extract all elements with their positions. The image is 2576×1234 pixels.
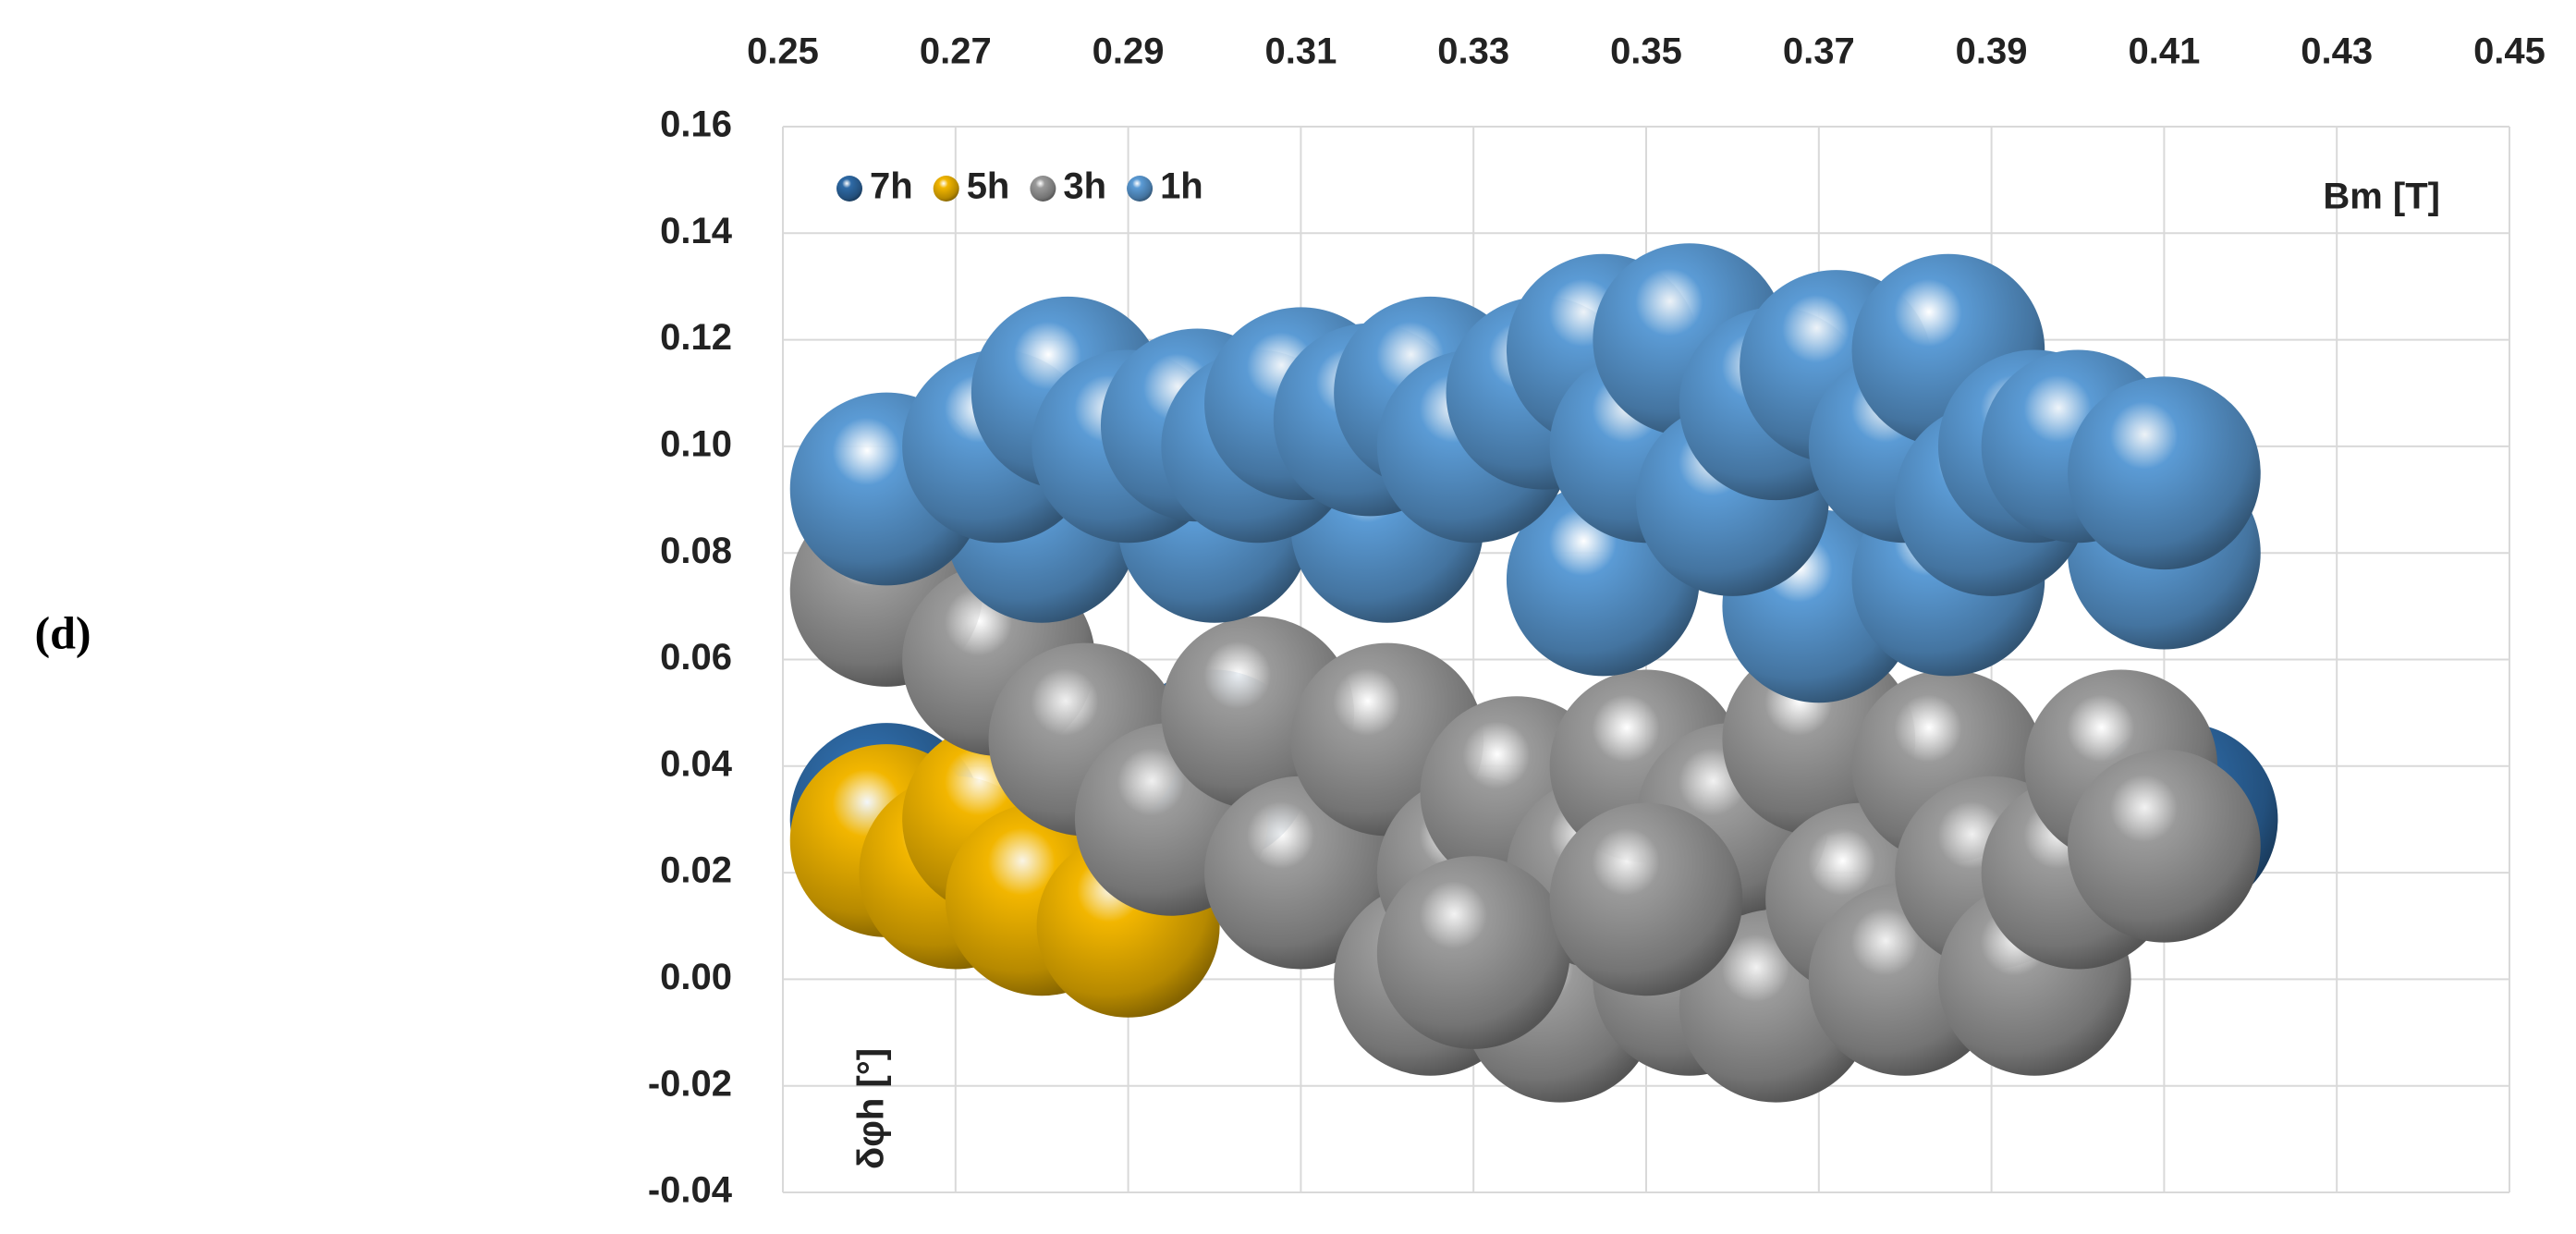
y-tick-label: 0.10 <box>660 423 732 464</box>
x-tick-label: 0.33 <box>1437 31 1509 72</box>
x-tick-label: 0.45 <box>2473 31 2545 72</box>
y-tick-label: 0.16 <box>660 104 732 145</box>
legend-label: 3h <box>1063 166 1106 207</box>
panel-label: (d) <box>34 606 91 658</box>
legend-label: 5h <box>967 166 1010 207</box>
bubble <box>1549 802 1743 996</box>
x-axis-label: Bm [T] <box>2323 177 2440 217</box>
x-tick-label: 0.35 <box>1610 31 1682 72</box>
x-tick-label: 0.37 <box>1783 31 1855 72</box>
legend-label: 7h <box>870 166 913 207</box>
legend-marker <box>1127 176 1154 202</box>
y-tick-label: 0.14 <box>660 211 733 251</box>
x-tick-label: 0.41 <box>2128 31 2200 72</box>
y-tick-label: 0.00 <box>660 957 732 997</box>
series-1 <box>789 723 1220 1018</box>
y-tick-label: -0.04 <box>648 1170 733 1211</box>
bubble <box>1376 856 1570 1049</box>
legend-label: 1h <box>1160 166 1203 207</box>
legend-marker <box>1030 176 1056 202</box>
legend-marker <box>933 176 959 202</box>
x-tick-label: 0.29 <box>1093 31 1165 72</box>
legend-marker <box>836 176 862 202</box>
series-3 <box>789 243 2261 703</box>
y-tick-label: 0.04 <box>660 743 733 784</box>
x-tick-label: 0.27 <box>920 31 992 72</box>
y-tick-label: 0.08 <box>660 531 732 571</box>
y-axis-label: δφh [°] <box>851 1048 892 1169</box>
y-tick-label: -0.02 <box>648 1063 732 1104</box>
bubble <box>2068 749 2261 943</box>
y-tick-label: 0.06 <box>660 637 732 678</box>
x-tick-label: 0.31 <box>1264 31 1337 72</box>
bubble <box>2068 376 2261 570</box>
x-tick-label: 0.39 <box>1956 31 2028 72</box>
y-tick-label: 0.02 <box>660 850 732 891</box>
x-tick-label: 0.25 <box>747 31 819 72</box>
x-tick-label: 0.43 <box>2301 31 2373 72</box>
y-tick-label: 0.12 <box>660 317 732 358</box>
